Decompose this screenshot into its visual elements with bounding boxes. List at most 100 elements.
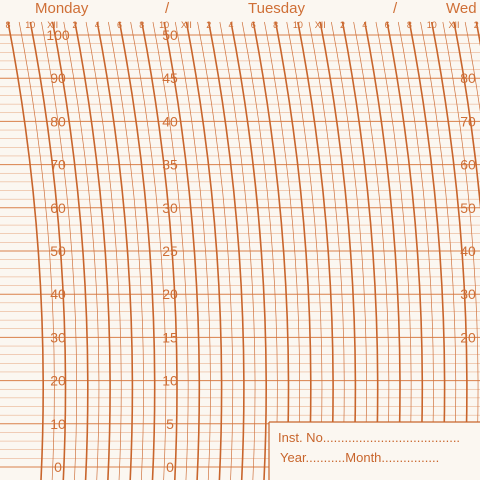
hour-label: 6 — [251, 20, 256, 30]
time-arc — [163, 21, 201, 480]
time-arc — [152, 21, 189, 480]
time-arc — [197, 21, 234, 480]
time-arc — [219, 21, 256, 480]
time-arc — [274, 21, 312, 480]
hour-label: 6 — [117, 20, 122, 30]
scale-labels: 1009080706050403020100504540353025201510… — [46, 27, 476, 475]
time-arc — [397, 21, 434, 480]
scale-label: 0 — [166, 459, 174, 475]
scale-label: 45 — [162, 70, 178, 86]
scale-label: 30 — [460, 286, 476, 302]
time-arc — [375, 21, 412, 480]
hour-label: 10 — [159, 20, 169, 30]
time-arc — [420, 21, 457, 480]
time-arc — [364, 21, 401, 480]
hour-label: 4 — [228, 20, 233, 30]
time-arc — [464, 21, 480, 113]
scale-label: 35 — [162, 157, 178, 173]
time-arc — [252, 21, 290, 480]
scale-label: 20 — [460, 329, 476, 345]
scale-label: 80 — [50, 113, 66, 129]
day-label-tuesday: Tuesday — [248, 0, 305, 17]
scale-label: 40 — [460, 243, 476, 259]
scale-label: 0 — [54, 459, 62, 475]
hour-label: 10 — [25, 20, 35, 30]
scale-label: 70 — [50, 157, 66, 173]
hour-label: 4 — [95, 20, 100, 30]
scale-label: 15 — [162, 329, 178, 345]
time-arc — [408, 21, 446, 480]
scale-label: 90 — [50, 70, 66, 86]
time-arc — [174, 21, 211, 480]
time-arc — [63, 21, 100, 480]
chart-labels: Monday / Tuesday / Wed — [35, 0, 477, 17]
time-arc — [207, 21, 245, 480]
inst-no-field: Inst. No................................… — [278, 430, 460, 445]
time-arc — [297, 21, 334, 480]
scale-label: 60 — [50, 200, 66, 216]
form-background — [269, 422, 480, 480]
hour-label: 10 — [427, 20, 437, 30]
hour-label: 2 — [340, 20, 345, 30]
hour-label: 6 — [385, 20, 390, 30]
time-arc — [442, 21, 479, 480]
time-arc — [41, 21, 77, 480]
hour-label: 2 — [474, 20, 479, 30]
time-arc — [319, 21, 357, 480]
hour-label: XII — [315, 20, 326, 30]
time-arc — [74, 21, 111, 480]
hour-label: 2 — [206, 20, 211, 30]
scale-label: 10 — [50, 416, 66, 432]
time-arc — [286, 21, 323, 480]
scale-label: 20 — [162, 286, 178, 302]
time-arc — [353, 21, 390, 480]
hour-label: 10 — [293, 20, 303, 30]
scale-label: 20 — [50, 373, 66, 389]
time-arc — [141, 21, 178, 480]
hour-label: XII — [448, 20, 459, 30]
day-label-wednesday: Wed — [446, 0, 477, 17]
time-arc — [308, 21, 345, 480]
scale-label: 30 — [162, 200, 178, 216]
scale-label: 60 — [460, 157, 476, 173]
day-separator-1: / — [165, 0, 170, 17]
time-arc — [185, 21, 223, 480]
hour-label: 8 — [407, 20, 412, 30]
time-arc — [241, 21, 278, 480]
time-arc — [230, 21, 267, 480]
scale-label: 40 — [50, 286, 66, 302]
time-arc — [341, 21, 379, 480]
hour-label: XII — [47, 20, 58, 30]
scale-label: 50 — [50, 243, 66, 259]
time-arc — [453, 21, 480, 209]
record-form: Inst. No................................… — [268, 421, 480, 480]
hour-label: XII — [181, 20, 192, 30]
hour-label: 4 — [362, 20, 367, 30]
hour-label: 8 — [139, 20, 144, 30]
scale-label: 100 — [46, 27, 70, 43]
time-arc — [85, 21, 122, 480]
time-arc — [29, 21, 67, 480]
time-arc — [51, 21, 89, 480]
scale-label: 5 — [166, 416, 174, 432]
time-arc — [331, 21, 367, 480]
day-label-monday: Monday — [35, 0, 89, 17]
scale-label: 50 — [460, 200, 476, 216]
time-arc — [386, 21, 424, 480]
scale-label: 30 — [50, 329, 66, 345]
scale-label: 10 — [162, 373, 178, 389]
scale-label: 70 — [460, 113, 476, 129]
time-arc — [18, 21, 55, 480]
time-arc — [108, 21, 144, 480]
day-separator-2: / — [393, 0, 398, 17]
scale-label: 40 — [162, 113, 178, 129]
scale-label: 50 — [162, 27, 178, 43]
time-arc — [430, 21, 468, 480]
time-arc — [130, 21, 167, 480]
hour-label: 8 — [273, 20, 278, 30]
time-arc — [264, 21, 300, 480]
hour-labels: 8 10 XII 2 4 6 8 10 XII 2 4 6 8 10 XII 2 4 6 8 10 XII 2 — [5, 20, 478, 30]
hour-label: 8 — [5, 20, 10, 30]
time-arc — [118, 21, 156, 480]
